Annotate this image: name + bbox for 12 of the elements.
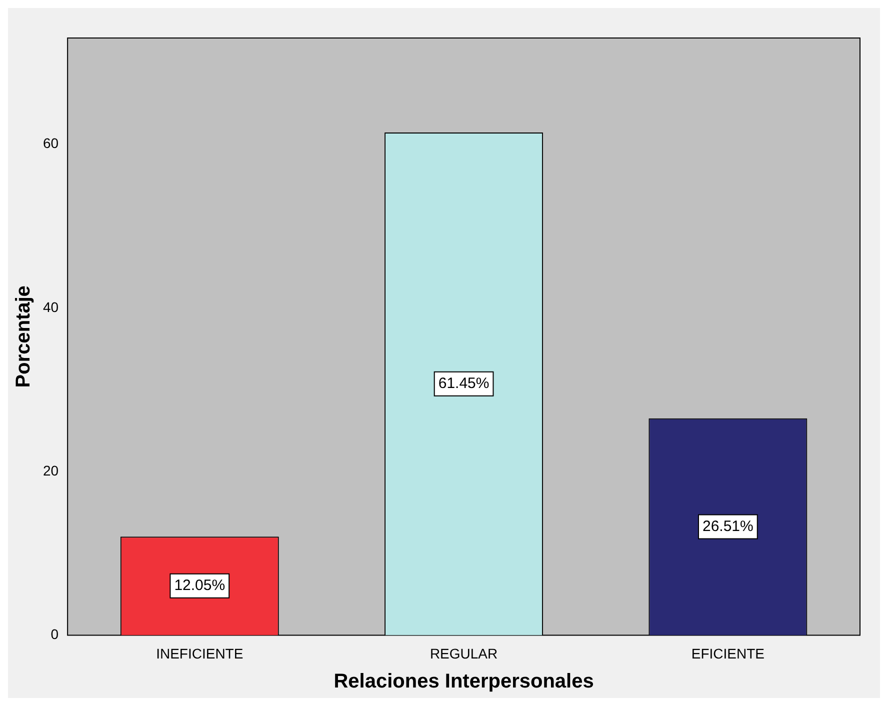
x-tick-label: REGULAR xyxy=(430,645,498,662)
y-tick-label: 0 xyxy=(50,626,59,642)
y-axis-title: Porcentaje xyxy=(12,285,35,388)
data-label: 12.05% xyxy=(174,577,226,594)
y-tick-label: 40 xyxy=(42,298,59,315)
y-tick-label: 20 xyxy=(42,462,59,478)
x-axis-title: Relaciones Interpersonales xyxy=(334,670,594,693)
data-label: 61.45% xyxy=(438,374,490,392)
x-tick-label: INEFICIENTE xyxy=(156,645,244,662)
data-label: 26.51% xyxy=(702,518,754,535)
x-tick-label: EFICIENTE xyxy=(691,645,764,662)
y-tick-label: 60 xyxy=(42,135,59,152)
